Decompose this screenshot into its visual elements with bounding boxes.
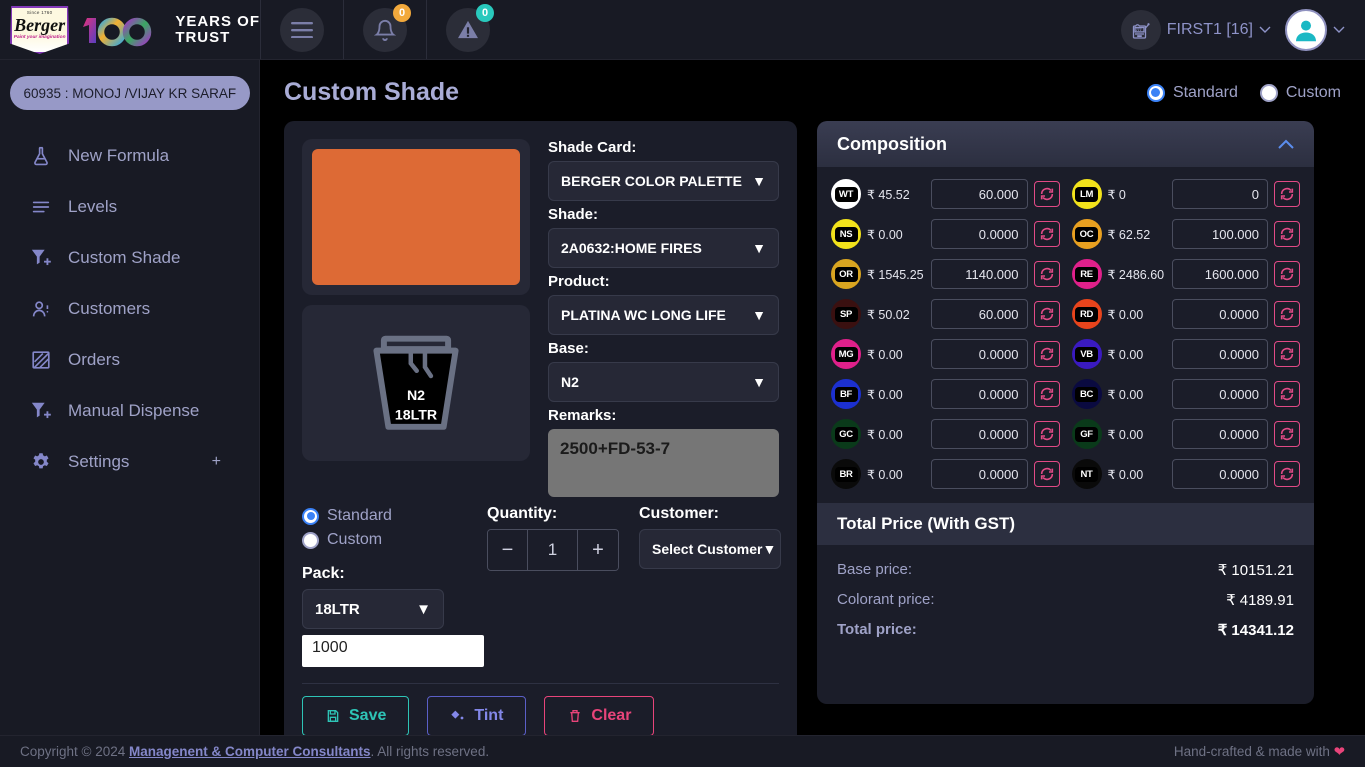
svg-text:18LTR: 18LTR — [395, 407, 437, 423]
svg-text:N2: N2 — [407, 387, 425, 403]
svg-text:777: 777 — [1135, 27, 1141, 31]
